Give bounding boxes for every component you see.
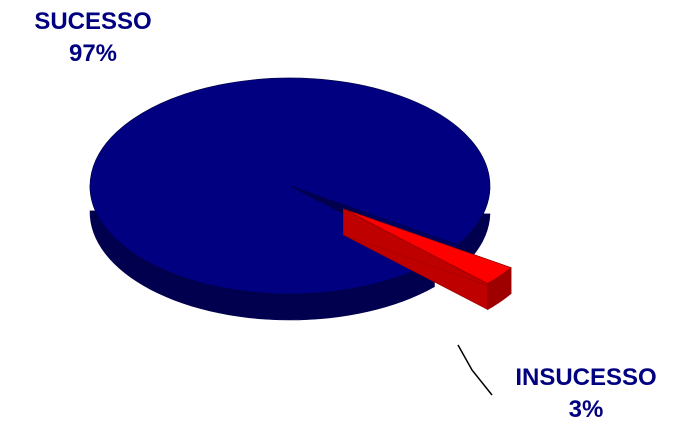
pie-slice-insucesso	[342, 208, 512, 311]
pie-slice-insucesso-top	[343, 208, 512, 284]
slice-label-sucesso-name: SUCESSO	[34, 8, 152, 35]
slice-label-sucesso: SUCESSO 97%	[18, 6, 168, 70]
slice-label-insucesso-name: INSUCESSO	[515, 364, 657, 391]
slice-label-insucesso: INSUCESSO 3%	[496, 362, 676, 426]
insucesso-leader-line	[457, 344, 493, 396]
pie-slice-sucesso	[89, 77, 491, 321]
slice-label-sucesso-value: 97%	[68, 40, 118, 67]
slice-label-insucesso-value: 3%	[568, 396, 604, 423]
